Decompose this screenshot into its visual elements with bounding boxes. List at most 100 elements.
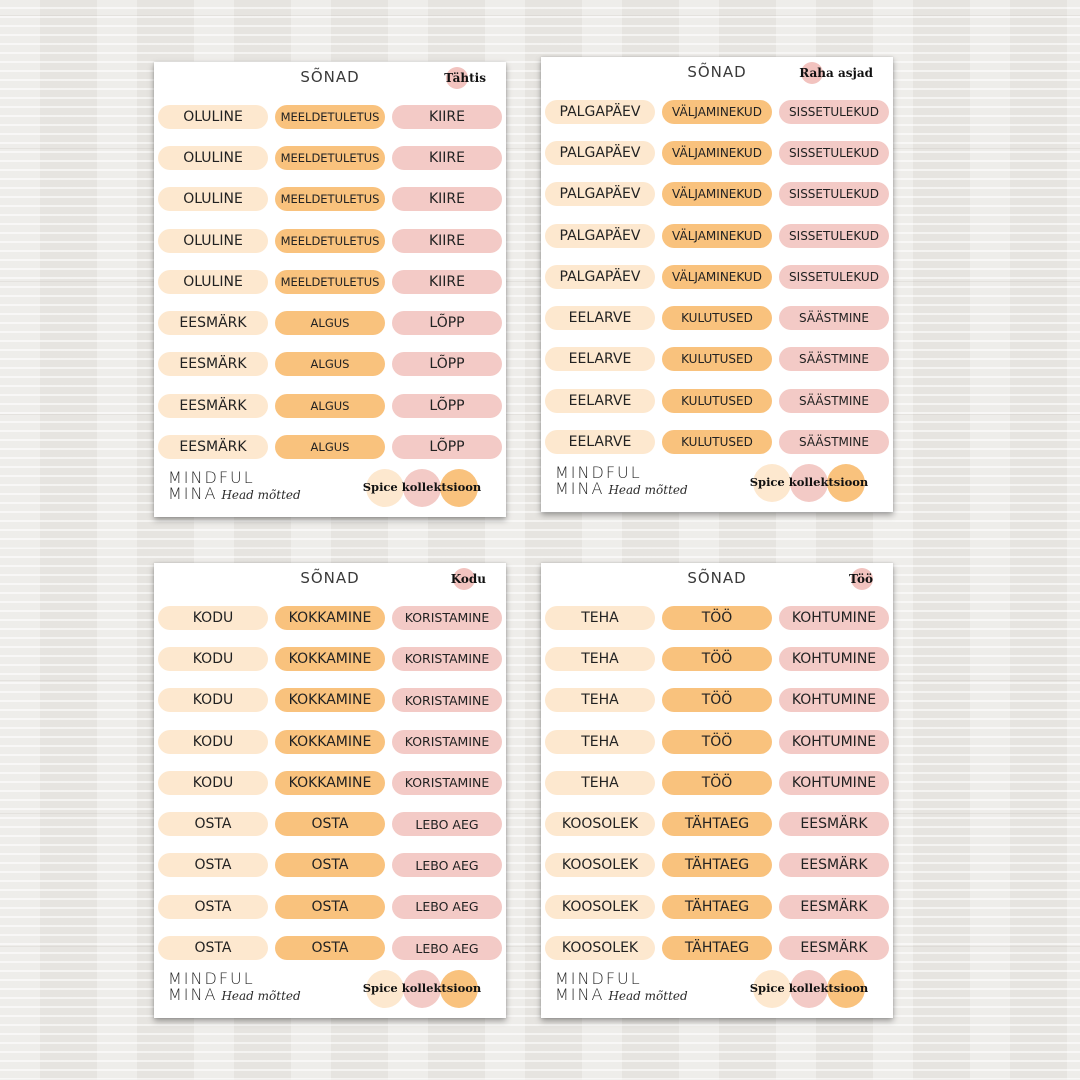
sticker-label: TÄHTAEG [662,936,772,961]
sticker-label: EELARVE [545,430,655,455]
sticker-label: LEBO AEG [392,936,502,961]
category-tag-label: Raha asjad [799,66,873,80]
brand-logo: MINDFUL MINA Head mõtted [168,971,301,1004]
sheet-footer: MINDFUL MINA Head mõtted Spice kollektsioon [541,452,893,512]
sticker-row: OLULINE MEELDETULETUS KIIRE [158,261,502,302]
category-tag: Töö [849,567,873,591]
sheet-header: SÕNAD Tähtis [154,62,506,98]
sticker-row: OLULINE MEELDETULETUS KIIRE [158,220,502,261]
category-tag: Kodu [451,567,486,591]
sticker-label: EESMÄRK [779,812,889,837]
sticker-row: KODU KOKKAMINE KORISTAMINE [158,638,502,679]
sticker-row: KODU KOKKAMINE KORISTAMINE [158,762,502,803]
sticker-label: KOHTUMINE [779,729,889,754]
sticker-label: MEELDETULETUS [275,104,385,129]
sticker-label: ALGUS [275,311,385,336]
sticker-label: LÕPP [392,352,502,377]
collection-label: Spice kollektsioon [362,480,482,494]
sticker-row: EESMÄRK ALGUS LÕPP [158,426,502,467]
sticker-label: OLULINE [158,145,268,170]
sticker-label: KORISTAMINE [392,770,502,795]
sheet-footer: MINDFUL MINA Head mõtted Spice kollektsioon [541,958,893,1018]
sticker-label: EESMÄRK [779,894,889,919]
sticker-label: PALGAPÄEV [545,99,655,124]
category-tag-label: Töö [848,572,873,586]
sticker-label: TÖÖ [662,605,772,630]
sticker-label: KULUTUSED [662,347,772,372]
brand-name-line1: MINDFUL [168,969,255,988]
sticker-grid: KODU KOKKAMINE KORISTAMINE KODU KOKKAMINE KOR… [158,597,502,969]
sticker-label: OLULINE [158,187,268,212]
sheet-footer: MINDFUL MINA Head mõtted Spice kollektsioon [154,958,506,1018]
sticker-label: OSTA [275,853,385,878]
sticker-row: OLULINE MEELDETULETUS KIIRE [158,179,502,220]
category-tag: Tähtis [444,66,486,90]
sticker-label: PALGAPÄEV [545,182,655,207]
sticker-row: EELARVE KULUTUSED SÄÄSTMINE [545,380,889,421]
sticker-label: MEELDETULETUS [275,187,385,212]
sticker-row: OSTA OSTA LEBO AEG [158,927,502,968]
category-tag-label: Tähtis [444,71,486,85]
sticker-label: SÄÄSTMINE [779,306,889,331]
sticker-row: KOOSOLEK TÄHTAEG EESMÄRK [545,927,889,968]
brand-name-mina: MINA [168,484,218,503]
sticker-grid: OLULINE MEELDETULETUS KIIRE OLULINE MEELDETU… [158,96,502,468]
sticker-label: ALGUS [275,435,385,460]
sticker-row: OSTA OSTA LEBO AEG [158,803,502,844]
sticker-label: KIIRE [392,187,502,212]
sticker-label: TEHA [545,770,655,795]
brand-tagline: Head mõtted [608,483,688,497]
sticker-label: TEHA [545,646,655,671]
sticker-row: KOOSOLEK TÄHTAEG EESMÄRK [545,845,889,886]
sticker-sheet-tahtis: SÕNAD Tähtis OLULINE MEELDETULETUS KIIRE OLUL… [154,62,506,517]
sticker-label: SISSETULEKUD [779,223,889,248]
sticker-label: OLULINE [158,269,268,294]
sticker-label: TEHA [545,605,655,630]
color-swatches: Spice kollektsioon [363,469,481,507]
swatch-cream [753,970,791,1008]
tag-dot-icon [801,62,824,84]
brand-logo: MINDFUL MINA Head mõtted [555,971,688,1004]
sticker-label: KOOSOLEK [545,936,655,961]
swatch-cream [366,970,404,1008]
sticker-grid: TEHA TÖÖ KOHTUMINE TEHA TÖÖ KOHTUMINE TEHA TÖÖ K… [545,597,889,969]
sticker-row: TEHA TÖÖ KOHTUMINE [545,597,889,638]
sticker-label: EESMÄRK [779,936,889,961]
sticker-label: TÖÖ [662,688,772,713]
sticker-label: TÄHTAEG [662,853,772,878]
sticker-row: KODU KOKKAMINE KORISTAMINE [158,721,502,762]
sheet-title: SÕNAD [687,569,747,587]
brand-name-line2: MINA Head mõtted [555,987,688,1004]
sticker-label: KULUTUSED [662,430,772,455]
sticker-row: TEHA TÖÖ KOHTUMINE [545,721,889,762]
brand-name-mina: MINA [555,479,605,498]
brand-tagline: Head mõtted [608,989,688,1003]
sticker-label: VÄLJAMINEKUD [662,264,772,289]
sticker-label: MEELDETULETUS [275,228,385,253]
sticker-label: LEBO AEG [392,853,502,878]
sticker-label: KODU [158,770,268,795]
sticker-row: KODU KOKKAMINE KORISTAMINE [158,597,502,638]
sticker-label: EELARVE [545,388,655,413]
swatch-pink [403,970,441,1008]
sticker-label: EESMÄRK [158,352,268,377]
sticker-row: OLULINE MEELDETULETUS KIIRE [158,96,502,137]
sticker-label: SISSETULEKUD [779,264,889,289]
swatch-pink [790,970,828,1008]
brand-name-line1: MINDFUL [168,468,255,487]
sticker-label: KIIRE [392,269,502,294]
sticker-label: EESMÄRK [779,853,889,878]
sticker-label: VÄLJAMINEKUD [662,99,772,124]
collection-label: Spice kollektsioon [749,475,869,489]
sticker-label: TÖÖ [662,770,772,795]
color-swatches: Spice kollektsioon [750,464,868,502]
sticker-label: ALGUS [275,393,385,418]
sticker-row: TEHA TÖÖ KOHTUMINE [545,680,889,721]
swatch-cream [366,469,404,507]
sticker-label: KODU [158,646,268,671]
category-tag: Raha asjad [799,61,873,85]
sticker-label: VÄLJAMINEKUD [662,140,772,165]
sticker-label: KORISTAMINE [392,688,502,713]
brand-name-line1: MINDFUL [555,463,642,482]
sheet-header: SÕNAD Raha asjad [541,57,893,93]
